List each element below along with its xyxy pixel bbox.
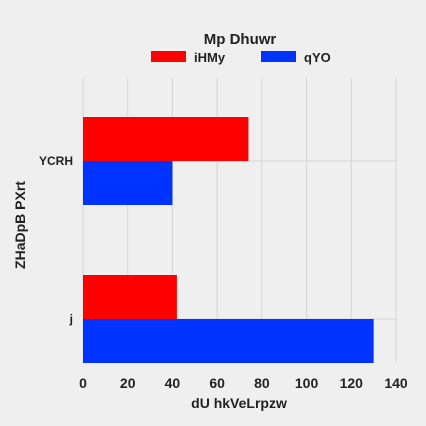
x-tick-label: 80 xyxy=(254,375,270,391)
x-tick-label: 0 xyxy=(79,375,87,391)
x-tick-label: 120 xyxy=(340,375,364,391)
bar-qyo-j xyxy=(83,319,374,363)
legend-label-ihmy: iHMy xyxy=(194,50,226,65)
category-label: j xyxy=(69,312,73,326)
bar-qyo-ycrh xyxy=(83,161,173,205)
bar-ihmy-j xyxy=(83,275,177,319)
x-tick-label: 40 xyxy=(165,375,181,391)
y-axis-label: ZHaDpB PXrt xyxy=(12,181,28,269)
legend: Mp Dhuwr iHMy qYO xyxy=(151,31,331,65)
legend-swatch-qyo xyxy=(261,51,296,62)
category-labels: YCRH j xyxy=(39,154,73,326)
x-tick-label: 100 xyxy=(295,375,319,391)
x-axis-label: dU hkVeLrpzw xyxy=(191,395,287,411)
x-tick-label: 140 xyxy=(384,375,408,391)
bar-ihmy-ycrh xyxy=(83,117,249,161)
legend-title: Mp Dhuwr xyxy=(204,31,277,48)
legend-label-qyo: qYO xyxy=(304,50,331,65)
x-tick-label: 20 xyxy=(120,375,136,391)
x-tick-label: 60 xyxy=(209,375,225,391)
legend-swatch-ihmy xyxy=(151,51,186,62)
bars xyxy=(83,117,374,363)
x-tick-labels: 0 20 40 60 80 100 120 140 xyxy=(79,375,408,391)
category-label: YCRH xyxy=(39,154,73,168)
